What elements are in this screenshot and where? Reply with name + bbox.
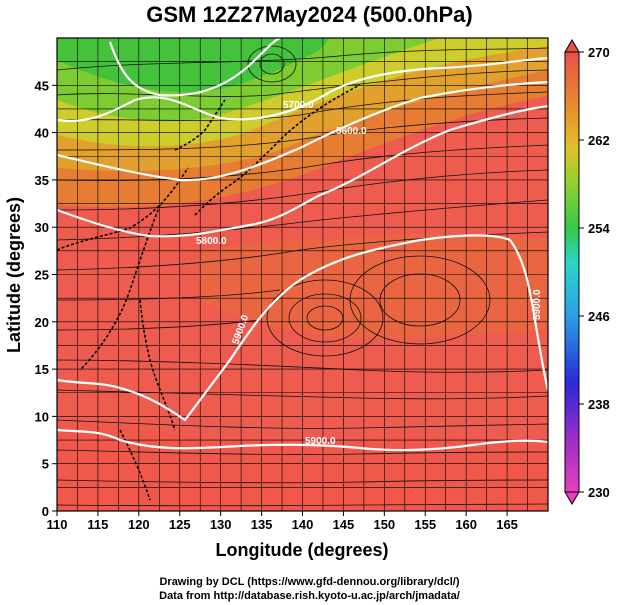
x-axis-ticks: 110 115 120 125 130 135 140 145 150 155 160 165 [47,511,518,532]
y-tick-label: 25 [35,268,49,283]
x-tick-label: 120 [128,517,150,532]
height-contours [57,38,548,452]
contour-label: 5800.0 [196,236,227,247]
y-tick-label: 45 [35,78,49,93]
y-axis-label: Latitude (degrees) [4,197,24,353]
colorbar-tick-label: 238 [588,397,610,412]
x-tick-label: 145 [333,517,355,532]
x-tick-label: 160 [455,517,477,532]
x-axis-label: Longitude (degrees) [215,540,388,560]
y-tick-label: 10 [35,409,49,424]
y-axis-ticks: 0 5 10 15 20 25 30 35 40 45 [35,78,57,519]
y-tick-label: 5 [42,457,49,472]
credit-drawing: Drawing by DCL (https://www.gfd-dennou.o… [159,576,460,588]
x-tick-label: 125 [169,517,191,532]
y-tick-label: 35 [35,173,49,188]
colorbar-tick-label: 246 [588,309,610,324]
x-tick-label: 150 [373,517,395,532]
x-tick-label: 155 [414,517,436,532]
colorbar-tick-label: 254 [588,221,610,236]
x-tick-label: 165 [496,517,518,532]
x-tick-label: 130 [210,517,232,532]
map-title: GSM 12Z27May2024 (500.0hPa) [146,2,473,27]
colorbar-tick-label: 262 [588,133,610,148]
x-tick-label: 135 [251,517,273,532]
credit-data: Data from http://database.rish.kyoto-u.a… [159,590,460,602]
contour-label: 5900.0 [305,436,336,447]
x-tick-label: 115 [87,517,108,532]
contour-label: 5900.0 [532,289,543,320]
y-tick-label: 40 [35,126,49,141]
y-tick-label: 20 [35,315,49,330]
colorbar-tick-label: 230 [588,485,610,500]
contour-label: 5700.0 [283,100,314,111]
x-tick-label: 110 [47,517,68,532]
colorbar-tick-label: 270 [588,45,610,60]
colorbar: 230 238 246 254 262 270 [564,39,610,505]
x-tick-label: 140 [292,517,314,532]
y-tick-label: 0 [42,504,49,519]
y-tick-label: 15 [35,362,49,377]
contour-label: 5600.0 [336,126,367,137]
y-tick-label: 30 [35,220,49,235]
